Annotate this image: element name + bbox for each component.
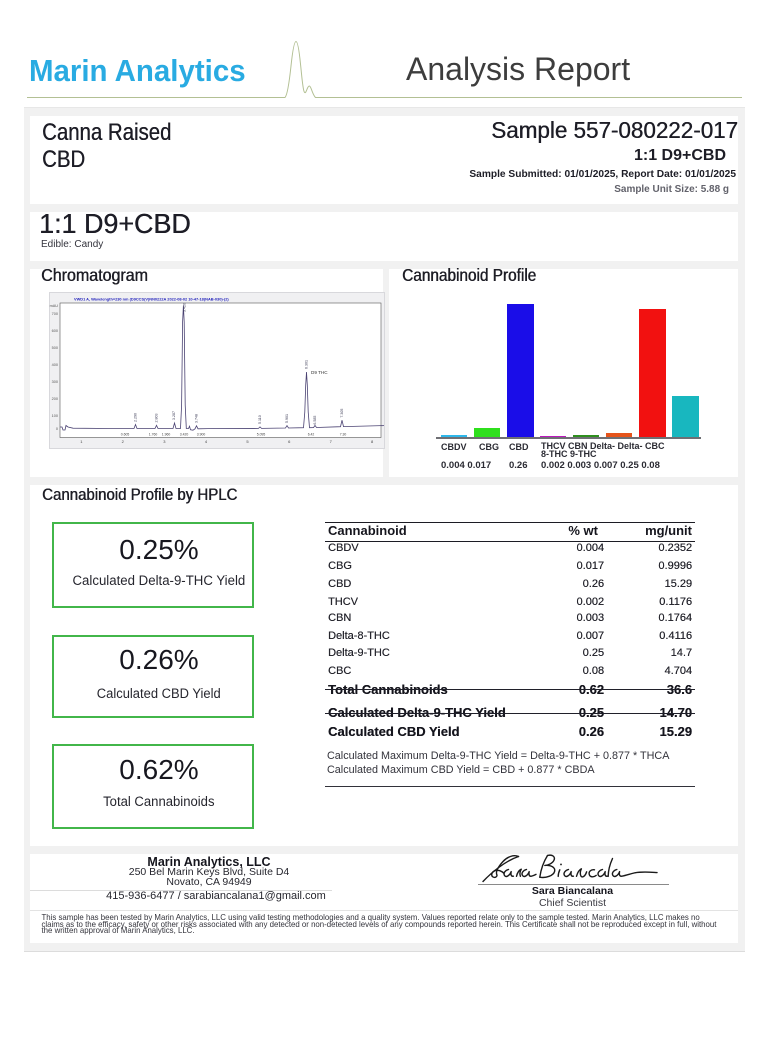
svg-text:1.760: 1.760 <box>149 433 158 437</box>
svg-text:mAU: mAU <box>50 304 59 308</box>
svg-text:6.585: 6.585 <box>313 416 317 425</box>
svg-text:3.748: 3.748 <box>195 414 199 423</box>
svg-text:7: 7 <box>330 439 333 444</box>
svg-text:D9 THC: D9 THC <box>311 370 328 375</box>
svg-text:100: 100 <box>52 414 58 418</box>
svg-text:400: 400 <box>52 363 58 367</box>
svg-text:7.30: 7.30 <box>340 433 347 437</box>
svg-text:700: 700 <box>52 312 58 316</box>
svg-text:3: 3 <box>163 439 166 444</box>
svg-text:2: 2 <box>122 439 125 444</box>
svg-text:0.605: 0.605 <box>121 433 130 437</box>
svg-text:5.095: 5.095 <box>257 433 266 437</box>
svg-text:6.42: 6.42 <box>308 433 315 437</box>
svg-text:3.287: 3.287 <box>172 411 176 420</box>
svg-text:5.901: 5.901 <box>285 414 289 423</box>
svg-text:6.301: 6.301 <box>305 360 309 369</box>
svg-text:4: 4 <box>205 439 208 444</box>
svg-text:3.420: 3.420 <box>180 433 189 437</box>
svg-text:8: 8 <box>371 439 374 444</box>
svg-text:7.305: 7.305 <box>340 409 344 418</box>
svg-text:1.960: 1.960 <box>162 433 171 437</box>
svg-text:2.290: 2.290 <box>134 413 138 422</box>
svg-text:6: 6 <box>288 439 291 444</box>
svg-text:3.420: 3.420 <box>183 303 187 312</box>
svg-text:200: 200 <box>52 397 58 401</box>
svg-text:5: 5 <box>246 439 249 444</box>
svg-text:500: 500 <box>52 346 58 350</box>
svg-text:0: 0 <box>56 427 58 431</box>
svg-text:300: 300 <box>52 380 58 384</box>
svg-text:600: 600 <box>52 329 58 333</box>
svg-text:2.803: 2.803 <box>155 414 159 423</box>
svg-text:3.900: 3.900 <box>197 433 206 437</box>
svg-text:VWD1 A, Wavelength=230 nm (D9C: VWD1 A, Wavelength=230 nm (D9CCS(V)NN022… <box>74 297 229 302</box>
svg-text:1: 1 <box>80 439 83 444</box>
svg-text:5.110: 5.110 <box>258 415 262 424</box>
